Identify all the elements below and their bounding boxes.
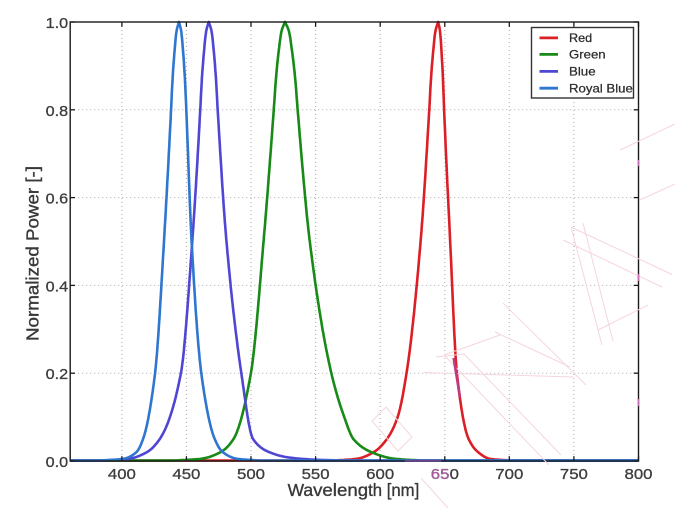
svg-text:750: 750	[560, 466, 588, 483]
svg-text:Normalized Power [-]: Normalized Power [-]	[23, 166, 43, 341]
svg-text:0.4: 0.4	[46, 278, 69, 295]
svg-text:0: 0	[450, 466, 459, 483]
svg-text:450: 450	[172, 466, 200, 483]
svg-text:Red: Red	[569, 31, 592, 45]
svg-text:veleng: veleng	[313, 480, 368, 500]
svg-text:0.6: 0.6	[46, 191, 69, 208]
svg-text:0.0: 0.0	[46, 454, 69, 471]
svg-text:400: 400	[108, 466, 136, 483]
svg-text:Royal Blue: Royal Blue	[569, 81, 633, 95]
svg-text:550: 550	[302, 466, 330, 483]
svg-text:600: 600	[366, 466, 394, 483]
svg-text:500: 500	[237, 466, 265, 483]
svg-text:th [nm]: th [nm]	[368, 480, 419, 500]
svg-text:Wa: Wa	[288, 480, 314, 500]
svg-text:Green: Green	[569, 48, 606, 62]
svg-text:Blue: Blue	[569, 65, 596, 79]
svg-text:0.2: 0.2	[46, 366, 69, 383]
svg-text:0.8: 0.8	[46, 103, 69, 120]
svg-text:1.0: 1.0	[46, 15, 69, 32]
svg-text:800: 800	[625, 466, 653, 483]
svg-text:65: 65	[431, 466, 450, 483]
svg-text:700: 700	[495, 466, 523, 483]
